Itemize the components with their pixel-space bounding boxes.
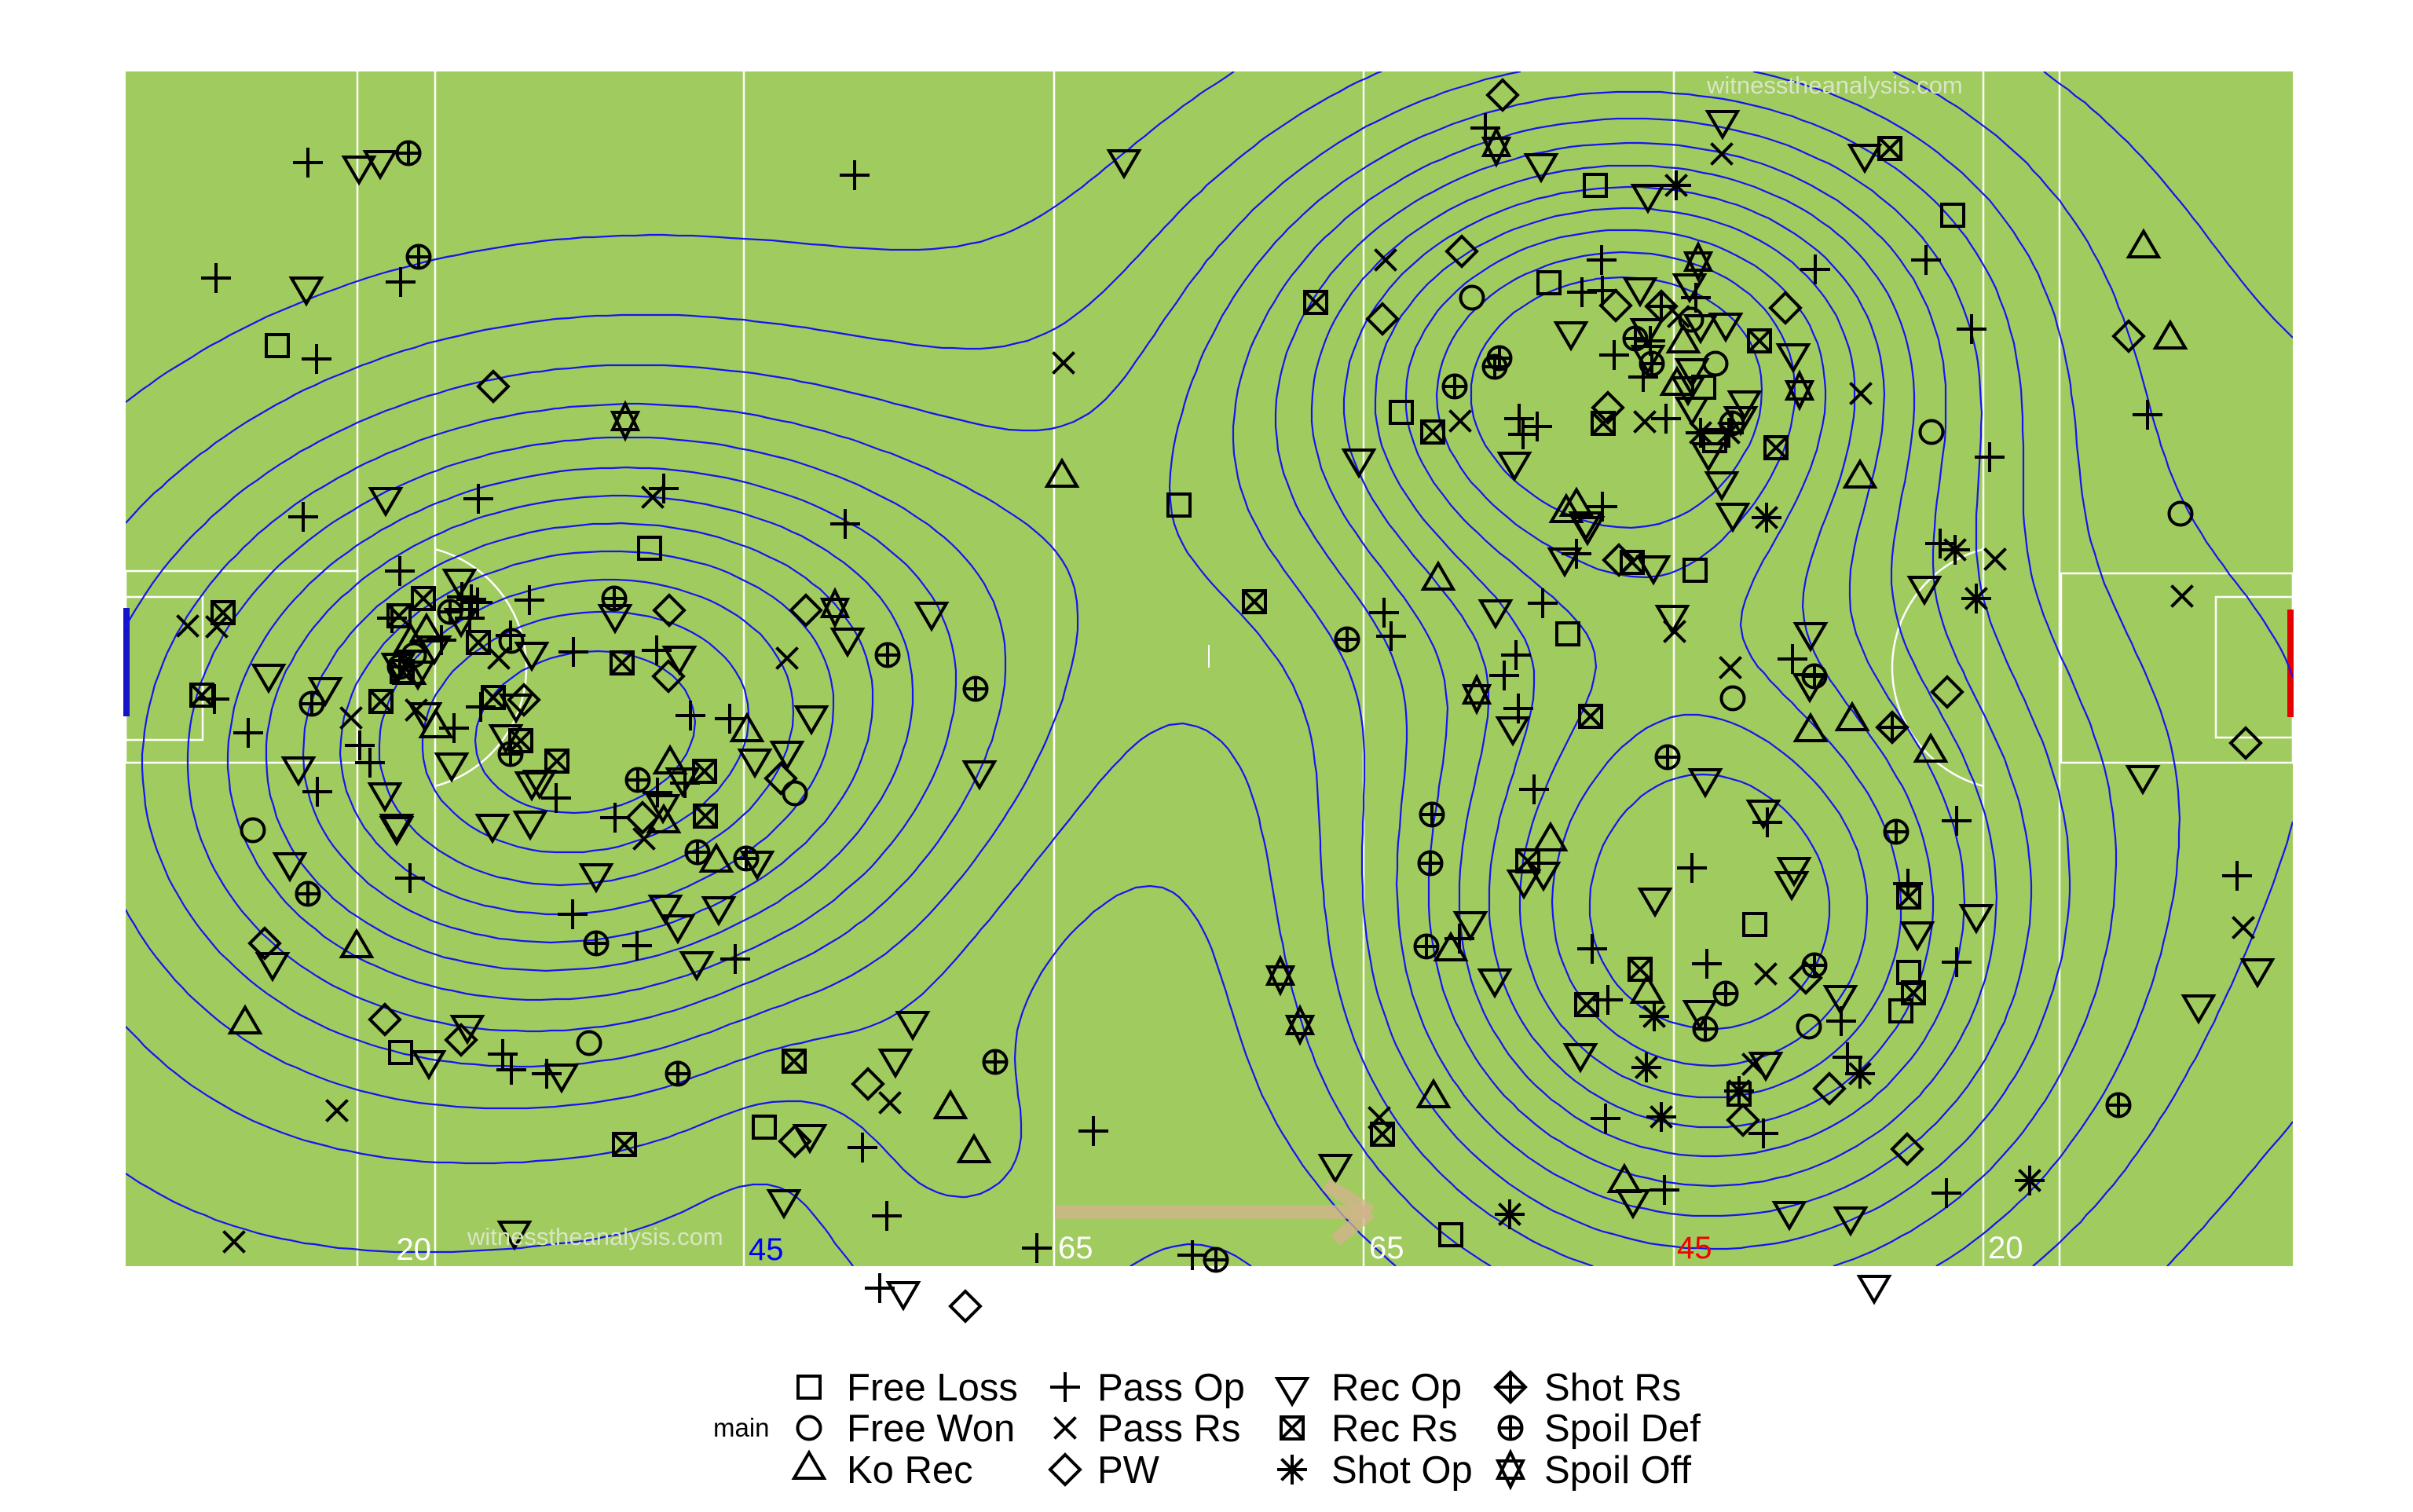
svg-text:Free Loss: Free Loss bbox=[847, 1367, 1018, 1409]
svg-text:65: 65 bbox=[1058, 1231, 1093, 1265]
svg-text:Shot Rs: Shot Rs bbox=[1544, 1367, 1681, 1409]
svg-text:main: main bbox=[713, 1413, 770, 1442]
svg-text:Pass Rs: Pass Rs bbox=[1097, 1408, 1240, 1450]
svg-text:Free Won: Free Won bbox=[847, 1408, 1015, 1450]
svg-text:witnesstheanalysis.com: witnesstheanalysis.com bbox=[467, 1223, 723, 1250]
svg-text:Spoil Def: Spoil Def bbox=[1544, 1408, 1701, 1450]
svg-text:65: 65 bbox=[1369, 1231, 1404, 1265]
svg-text:witnesstheanalysis.com: witnesstheanalysis.com bbox=[1706, 71, 1963, 99]
svg-text:Pass Op: Pass Op bbox=[1097, 1367, 1245, 1409]
svg-text:45: 45 bbox=[749, 1232, 784, 1267]
svg-text:Rec Op: Rec Op bbox=[1331, 1367, 1462, 1409]
svg-text:Spoil Off: Spoil Off bbox=[1544, 1449, 1691, 1492]
svg-text:20: 20 bbox=[397, 1232, 432, 1267]
svg-text:20: 20 bbox=[1988, 1231, 2023, 1265]
svg-text:Ko Rec: Ko Rec bbox=[847, 1449, 973, 1492]
svg-text:PW: PW bbox=[1097, 1449, 1160, 1492]
svg-text:Shot Op: Shot Op bbox=[1331, 1449, 1473, 1492]
svg-text:Rec Rs: Rec Rs bbox=[1331, 1408, 1458, 1450]
svg-text:45: 45 bbox=[1677, 1231, 1712, 1265]
